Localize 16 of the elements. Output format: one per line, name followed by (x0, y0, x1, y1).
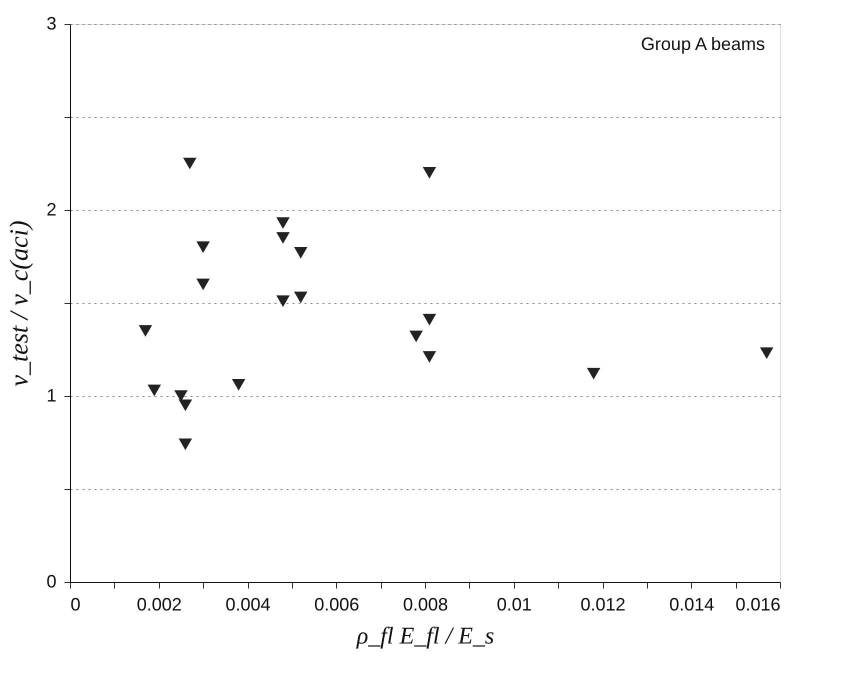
y-tick-label: 2 (46, 200, 56, 220)
x-tick-label: 0.014 (669, 594, 714, 614)
x-tick-label: 0.016 (735, 594, 780, 614)
y-tick-label: 3 (46, 14, 56, 34)
y-axis-title: v_test / v_c(aci) (4, 220, 34, 387)
x-tick-label: 0.006 (314, 594, 360, 614)
y-tick-label: 1 (46, 386, 56, 406)
x-tick-label: 0.008 (402, 594, 448, 614)
x-tick-label: 0 (70, 594, 81, 614)
x-tick-label: 0.002 (136, 594, 182, 614)
annotation: Group A beams (640, 34, 765, 54)
x-tick-label: 0.01 (496, 594, 532, 614)
x-tick-label: 0.012 (580, 594, 626, 614)
y-tick-label: 0 (46, 572, 56, 592)
x-axis-title: ρ_fl E_fl / E_s (356, 624, 494, 650)
x-tick-label: 0.004 (225, 594, 271, 614)
